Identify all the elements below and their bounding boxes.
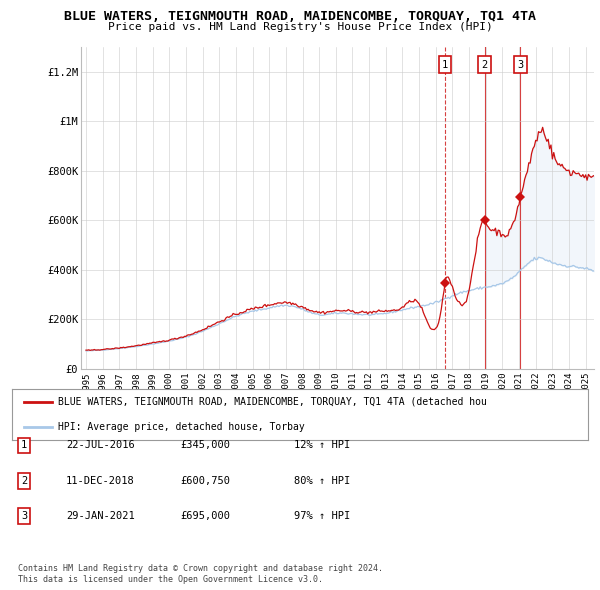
Text: BLUE WATERS, TEIGNMOUTH ROAD, MAIDENCOMBE, TORQUAY, TQ1 4TA (detached hou: BLUE WATERS, TEIGNMOUTH ROAD, MAIDENCOMB… bbox=[58, 397, 487, 407]
Text: £695,000: £695,000 bbox=[180, 512, 230, 521]
Text: £345,000: £345,000 bbox=[180, 441, 230, 450]
Text: 12% ↑ HPI: 12% ↑ HPI bbox=[294, 441, 350, 450]
Text: 11-DEC-2018: 11-DEC-2018 bbox=[66, 476, 135, 486]
Text: This data is licensed under the Open Government Licence v3.0.: This data is licensed under the Open Gov… bbox=[18, 575, 323, 584]
Text: £600,750: £600,750 bbox=[180, 476, 230, 486]
Text: 1: 1 bbox=[21, 441, 27, 450]
Text: 2: 2 bbox=[21, 476, 27, 486]
Text: HPI: Average price, detached house, Torbay: HPI: Average price, detached house, Torb… bbox=[58, 422, 305, 432]
Text: 29-JAN-2021: 29-JAN-2021 bbox=[66, 512, 135, 521]
Text: 97% ↑ HPI: 97% ↑ HPI bbox=[294, 512, 350, 521]
Text: Price paid vs. HM Land Registry's House Price Index (HPI): Price paid vs. HM Land Registry's House … bbox=[107, 22, 493, 32]
Text: 3: 3 bbox=[517, 60, 524, 70]
Text: 1: 1 bbox=[442, 60, 448, 70]
Text: 3: 3 bbox=[21, 512, 27, 521]
Text: 22-JUL-2016: 22-JUL-2016 bbox=[66, 441, 135, 450]
Text: 2: 2 bbox=[482, 60, 488, 70]
Text: BLUE WATERS, TEIGNMOUTH ROAD, MAIDENCOMBE, TORQUAY, TQ1 4TA: BLUE WATERS, TEIGNMOUTH ROAD, MAIDENCOMB… bbox=[64, 10, 536, 23]
Text: Contains HM Land Registry data © Crown copyright and database right 2024.: Contains HM Land Registry data © Crown c… bbox=[18, 565, 383, 573]
Text: 80% ↑ HPI: 80% ↑ HPI bbox=[294, 476, 350, 486]
